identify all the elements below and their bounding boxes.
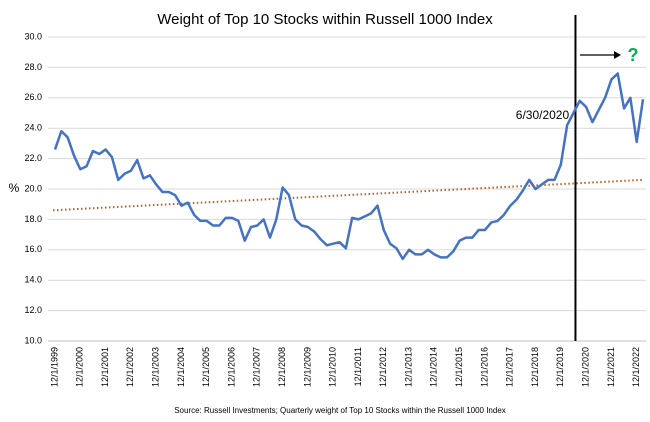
y-tick-label: 20.0	[24, 183, 42, 193]
x-tick-label: 12/1/1999	[49, 347, 59, 387]
x-tick-label: 12/1/2018	[530, 347, 540, 387]
x-tick-label: 12/1/2013	[403, 347, 413, 387]
chart-title: Weight of Top 10 Stocks within Russell 1…	[157, 11, 493, 28]
y-tick-label: 22.0	[24, 153, 42, 163]
x-tick-label: 12/1/2006	[226, 347, 236, 387]
arrow-head	[614, 51, 621, 59]
y-tick-label: 12.0	[24, 305, 42, 315]
x-tick-label: 12/1/2020	[580, 347, 590, 387]
x-tick-label: 12/1/2014	[429, 347, 439, 387]
x-tick-label: 12/1/2012	[378, 347, 388, 387]
y-tick-label: 30.0	[24, 31, 42, 41]
y-tick-label: 24.0	[24, 123, 42, 133]
y-tick-label: 10.0	[24, 335, 42, 345]
source-note: Source: Russell Investments; Quarterly w…	[174, 406, 506, 415]
x-tick-label: 12/1/2004	[176, 347, 186, 387]
y-tick-label: 14.0	[24, 275, 42, 285]
x-tick-label: 12/1/2011	[353, 347, 363, 386]
reference-label: 6/30/2020	[516, 108, 570, 122]
x-tick-label: 12/1/2016	[479, 347, 489, 387]
y-tick-label: 16.0	[24, 244, 42, 254]
x-tick-label: 12/1/2003	[151, 347, 161, 387]
x-tick-label: 12/1/2009	[302, 347, 312, 387]
x-tick-label: 12/1/2000	[75, 347, 85, 387]
data-line	[53, 72, 645, 261]
trendline	[52, 178, 644, 212]
x-tick-label: 12/1/2015	[454, 347, 464, 387]
y-tick-label: 18.0	[24, 214, 42, 224]
x-tick-label: 12/1/2017	[505, 347, 515, 387]
x-tick-label: 12/1/2001	[100, 347, 110, 387]
y-tick-label: 28.0	[24, 62, 42, 72]
y-axis-label: %	[9, 181, 20, 195]
y-tick-label: 26.0	[24, 92, 42, 102]
x-tick-label: 12/1/2002	[125, 347, 135, 387]
x-tick-label: 12/1/2007	[252, 347, 262, 387]
x-tick-label: 12/1/2021	[606, 347, 616, 387]
annotation: ?	[628, 45, 639, 65]
x-tick-label: 12/1/2019	[555, 347, 565, 387]
x-tick-label: 12/1/2022	[631, 347, 641, 387]
x-tick-label: 12/1/2008	[277, 347, 287, 387]
x-tick-label: 12/1/2010	[328, 347, 338, 387]
x-tick-label: 12/1/2005	[201, 347, 211, 387]
